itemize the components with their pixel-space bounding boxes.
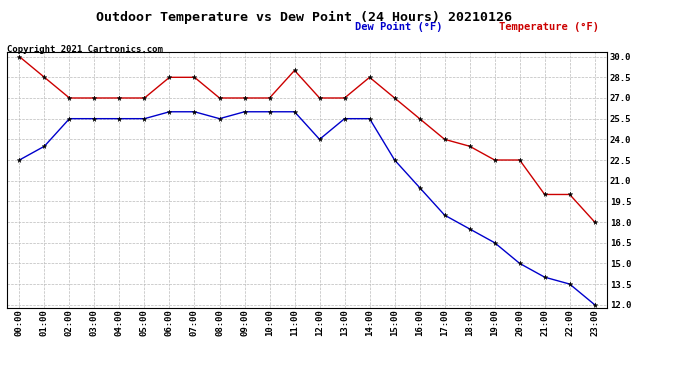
Text: Dew Point (°F): Dew Point (°F): [355, 22, 442, 32]
Text: Temperature (°F): Temperature (°F): [499, 22, 599, 32]
Text: Outdoor Temperature vs Dew Point (24 Hours) 20210126: Outdoor Temperature vs Dew Point (24 Hou…: [96, 11, 511, 24]
Text: Copyright 2021 Cartronics.com: Copyright 2021 Cartronics.com: [7, 45, 163, 54]
